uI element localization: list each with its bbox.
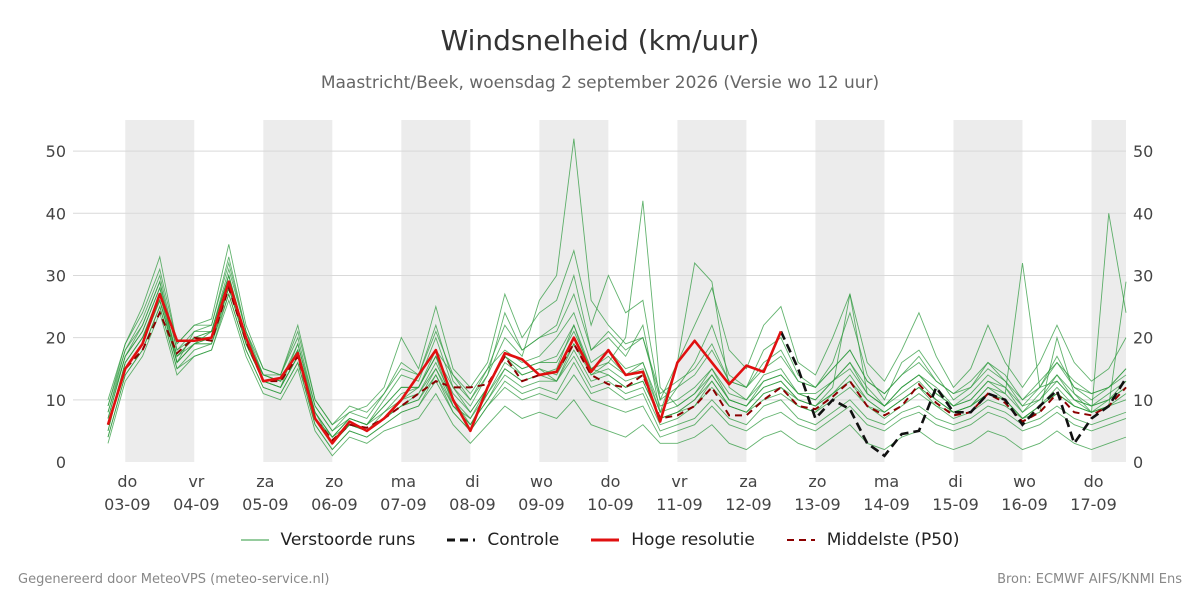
grid-lines <box>73 150 1126 401</box>
y-tick-label-left: 20 <box>46 329 66 348</box>
x-tick-day: za <box>739 472 757 491</box>
footer-credit: Gegenereerd door MeteoVPS (meteo-service… <box>18 572 330 587</box>
x-tick-date: 04-09 <box>173 495 220 514</box>
shade-band <box>677 120 747 462</box>
x-tick-date: 12-09 <box>725 495 772 514</box>
perturbed-runs <box>107 138 1127 457</box>
main-series <box>106 280 1128 458</box>
x-tick-day: zo <box>808 472 826 491</box>
x-tick-date: 16-09 <box>1001 495 1048 514</box>
x-tick-date: 13-09 <box>794 495 841 514</box>
x-tick-date: 08-09 <box>449 495 496 514</box>
perturbed-run-line <box>107 273 1127 438</box>
y-tick-label-left: 50 <box>46 142 66 161</box>
x-tick-day: wo <box>530 472 553 491</box>
y-tick-label-right: 30 <box>1133 266 1153 285</box>
hires-line <box>106 280 783 445</box>
y-tick-label-right: 0 <box>1133 453 1143 472</box>
chart-title: Windsnelheid (km/uur) <box>440 24 760 57</box>
legend-item-hires: Hoge resolutie <box>591 530 755 550</box>
x-tick-date: 11-09 <box>656 495 703 514</box>
shade-band <box>815 120 885 462</box>
x-tick-date: 15-09 <box>932 495 979 514</box>
shade-band <box>263 120 333 462</box>
x-tick-day: vr <box>188 472 204 491</box>
legend-label-perturbed: Verstoorde runs <box>280 530 416 550</box>
y-tick-label-left: 10 <box>46 391 66 410</box>
weekend-shade-bands <box>125 120 1126 462</box>
y-tick-label-left: 30 <box>46 266 66 285</box>
chart-subtitle: Maastricht/Beek, woensdag 2 september 20… <box>320 73 880 93</box>
legend-label-control: Controle <box>487 530 560 550</box>
x-tick-date: 07-09 <box>380 495 427 514</box>
y-tick-label-right: 50 <box>1133 142 1153 161</box>
y-axis-ticks: 0 0 10 10 20 20 30 30 40 40 50 50 <box>46 142 1154 472</box>
legend: Verstoorde runs Controle Hoge resolutie … <box>0 530 1200 550</box>
legend-item-median: Middelste (P50) <box>786 530 960 550</box>
x-tick-day: do <box>600 472 620 491</box>
x-tick-day: ma <box>391 472 416 491</box>
x-tick-day: do <box>1084 472 1104 491</box>
legend-label-hires: Hoge resolutie <box>631 530 755 550</box>
y-tick-label-right: 40 <box>1133 204 1153 223</box>
median-line <box>107 284 1127 442</box>
y-tick-label-left: 40 <box>46 204 66 223</box>
x-tick-date: 09-09 <box>518 495 565 514</box>
legend-swatch-control <box>447 538 476 542</box>
shade-band <box>953 120 1023 462</box>
perturbed-run-line <box>107 298 1127 457</box>
legend-swatch-perturbed <box>240 539 269 541</box>
legend-swatch-median <box>786 539 815 541</box>
footer-source: Bron: ECMWF AIFS/KNMI Ens <box>997 572 1182 587</box>
perturbed-run-line <box>107 138 1127 432</box>
x-tick-date: 17-09 <box>1070 495 1117 514</box>
legend-item-control: Controle <box>447 530 559 550</box>
x-tick-date: 06-09 <box>311 495 358 514</box>
perturbed-run-line <box>107 256 1127 426</box>
x-tick-day: di <box>465 472 480 491</box>
x-tick-date: 03-09 <box>104 495 151 514</box>
x-axis-ticks: do 03-09 vr 04-09 za 05-09 zo 06-09 ma 07-09 di 08-… <box>104 472 1117 514</box>
shade-band <box>125 120 195 462</box>
x-tick-day: vr <box>671 472 687 491</box>
legend-swatch-hires <box>591 538 620 542</box>
perturbed-run-line <box>107 292 1127 451</box>
legend-label-median: Middelste (P50) <box>826 530 960 550</box>
x-tick-day: zo <box>325 472 343 491</box>
y-tick-label-right: 20 <box>1133 329 1153 348</box>
x-tick-day: za <box>256 472 274 491</box>
y-tick-label-right: 10 <box>1133 391 1153 410</box>
control-line <box>779 330 1128 458</box>
x-tick-date: 05-09 <box>242 495 289 514</box>
shade-band <box>539 120 609 462</box>
y-tick-label-left: 0 <box>56 453 66 472</box>
x-tick-date: 10-09 <box>587 495 634 514</box>
x-tick-day: wo <box>1013 472 1036 491</box>
x-tick-date: 14-09 <box>863 495 910 514</box>
x-tick-day: ma <box>874 472 899 491</box>
x-tick-day: di <box>948 472 963 491</box>
legend-item-perturbed: Verstoorde runs <box>240 530 416 550</box>
x-tick-day: do <box>117 472 137 491</box>
shade-band <box>401 120 471 462</box>
